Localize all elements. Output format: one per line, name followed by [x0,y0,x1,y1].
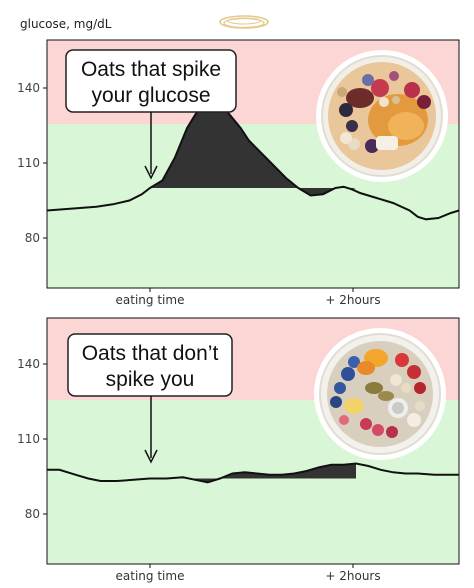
y-tick-label: 110 [17,156,40,170]
chart-panel-spike: 140 110 80 eating time + 2hours Oats tha… [17,39,460,307]
callout-line-1: Oats that spike [81,58,221,81]
x-tick-label: + 2hours [325,293,380,307]
glucose-curve [46,92,460,221]
callout-line-2: spike you [106,368,195,391]
y-tick-label: 80 [25,507,40,521]
fruit-oat-bowl [316,50,448,182]
y-tick-label: 110 [17,432,40,446]
glucose-spike-area [150,463,356,483]
y-tick-label: 140 [17,357,40,371]
halo-icon [219,15,269,29]
callout-line-2: your glucose [91,84,210,107]
chart-frame [46,39,460,289]
y-tick-label: 80 [25,231,40,245]
x-tick-label: eating time [116,569,185,583]
callout-line-1: Oats that don’t [82,342,219,365]
glucose-curve [47,462,459,484]
y-axis-label: glucose, mg/dL [20,17,112,31]
y-tick-label: 140 [17,81,40,95]
chart-panel-no-spike: 140 110 80 eating time + 2hours Oats tha… [17,317,460,583]
x-tick-label: eating time [116,293,185,307]
callout-arrowhead [144,165,158,180]
callout-box [67,333,233,397]
callout-arrowhead [144,449,158,464]
x-tick-label: + 2hours [325,569,380,583]
fruit-seed-bowl [314,328,446,460]
chart-frame [46,317,460,565]
